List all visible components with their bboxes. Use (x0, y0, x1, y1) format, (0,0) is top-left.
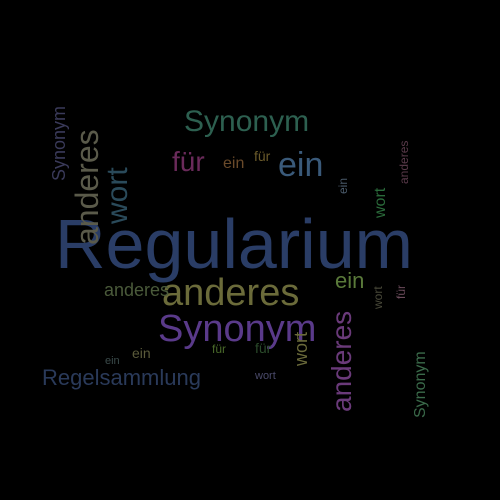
word-w22: wort (371, 286, 385, 309)
word-w14: Synonym (412, 351, 430, 418)
word-w8: ein (278, 146, 323, 185)
word-w17: für (255, 340, 271, 356)
word-w11: anderes (104, 280, 169, 301)
word-w18: ein (132, 345, 151, 361)
word-w25: wort (255, 370, 276, 382)
word-w10: für (172, 146, 205, 178)
word-w16: ein (223, 155, 244, 173)
word-w4: Synonym (184, 105, 309, 139)
word-w26: ein (105, 355, 120, 367)
word-w24: anderes (397, 141, 411, 184)
word-w7: anderes (326, 311, 358, 412)
word-w15: wort (372, 188, 390, 218)
word-w19: für (254, 148, 270, 164)
word-w23: ein (336, 178, 350, 194)
word-w27: wort (101, 167, 135, 224)
word-w3: anderes (162, 272, 299, 315)
word-w20: für (212, 342, 226, 356)
word-w21: für (394, 285, 408, 299)
word-w9: ein (335, 268, 364, 294)
word-w12: wort (291, 332, 312, 366)
word-w5: Regelsammlung (42, 365, 201, 391)
word-w13: Synonym (49, 106, 70, 181)
